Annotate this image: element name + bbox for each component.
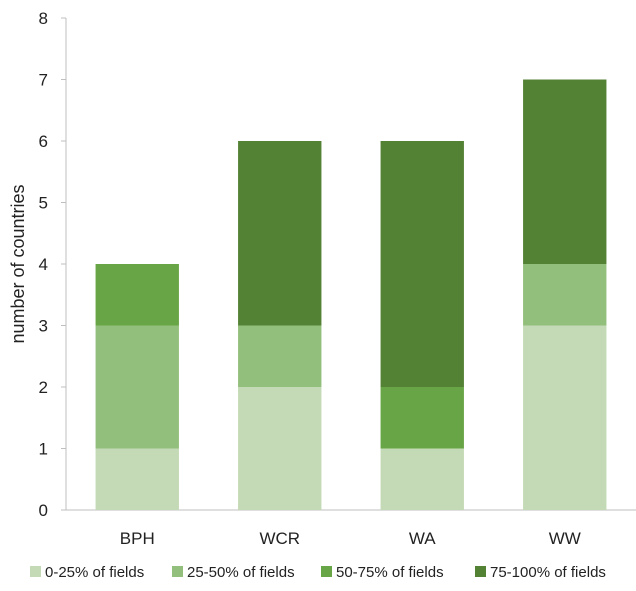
bar-segment [95,264,179,326]
legend-label: 75-100% of fields [490,564,606,581]
bar-segment [95,325,179,449]
x-tick-label: WCR [259,529,300,548]
x-tick-label: WA [409,529,436,548]
legend-swatch [172,566,183,577]
legend-swatch [30,566,41,577]
legend-label: 0-25% of fields [45,564,144,581]
y-tick-label: 4 [39,255,48,274]
y-tick-label: 8 [39,9,48,28]
y-tick-label: 6 [39,132,48,151]
x-tick-label: WW [549,529,581,548]
bar-segment [523,79,607,264]
bars [95,79,607,510]
x-tick-label: BPH [120,529,155,548]
y-tick-label: 5 [39,194,48,213]
bar-segment [95,448,179,510]
bar-segment [238,141,322,326]
y-tick-label: 1 [39,440,48,459]
bar-segment [523,325,607,510]
y-tick-label: 0 [39,501,48,520]
bar-segment [238,325,322,387]
y-axis: 0 1 2 3 4 5 6 7 8 [39,9,67,520]
y-tick-label: 2 [39,378,48,397]
legend-label: 25-50% of fields [187,564,295,581]
bar-segment [380,387,464,449]
y-axis-title: number of countries [8,184,28,343]
bar-segment [523,264,607,326]
legend-swatch [321,566,332,577]
bar-segment [380,141,464,387]
bar-segment [238,387,322,510]
bar-segment [380,448,464,510]
y-tick-label: 7 [39,71,48,90]
x-axis: BPH WCR WA WW [66,509,636,548]
y-tick-label: 3 [39,317,48,336]
legend: 0-25% of fields 25-50% of fields 50-75% of… [30,564,606,581]
legend-swatch [475,566,486,577]
legend-label: 50-75% of fields [336,564,444,581]
